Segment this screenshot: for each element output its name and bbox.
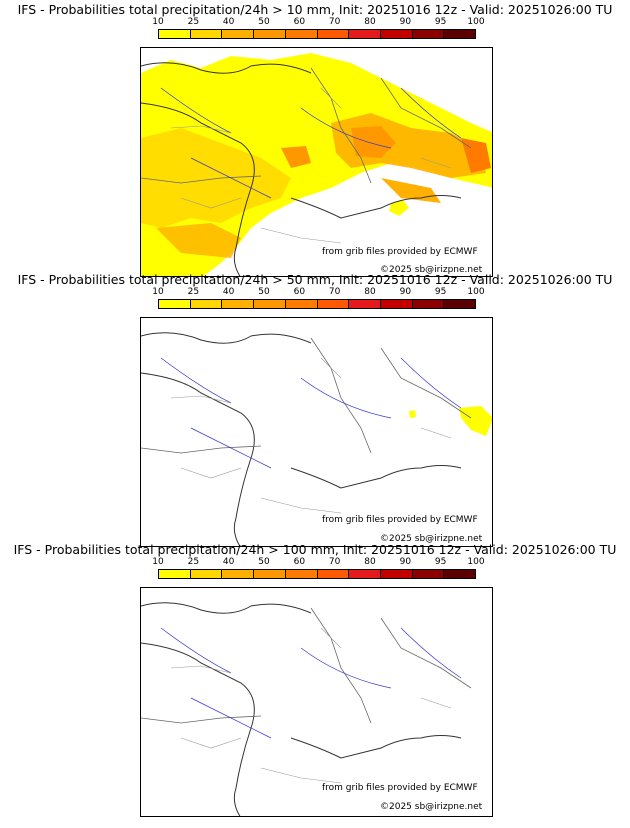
- colorbar-cell: [380, 300, 413, 308]
- colorbar-tick-label: 60: [293, 17, 306, 27]
- colorbar-tick-label: 70: [328, 17, 341, 27]
- colorbar-tick-label: 50: [258, 17, 270, 27]
- panel-title: IFS - Probabilities total precipitation/…: [17, 2, 613, 17]
- colorbar-cell: [285, 300, 318, 308]
- colorbar-cell: [349, 300, 381, 308]
- coastlines-borders: [141, 602, 472, 816]
- colorbar-cell: [159, 300, 191, 308]
- colorbar-ticks: 10 25 40 50 60 70 80 90 95 100: [152, 17, 484, 29]
- colorbar-ticks: 10 25 40 50 60 70 80 90 95 100: [152, 557, 484, 569]
- panel-title: IFS - Probabilities total precipitation/…: [17, 272, 613, 287]
- colorbar-cell: [444, 300, 476, 308]
- coastlines-borders: [141, 62, 472, 276]
- colorbar-tick-label: 95: [434, 17, 447, 27]
- map-canvas: [141, 602, 472, 816]
- colorbar-cell: [285, 570, 318, 578]
- colorbar-cell: [412, 30, 445, 38]
- colorbar-tick-label: 90: [399, 17, 412, 27]
- colorbar-cell: [159, 30, 191, 38]
- colorbar-tick-label: 90: [399, 287, 412, 297]
- coastlines-borders: [141, 332, 472, 546]
- colorbar-tick-label: 80: [364, 287, 376, 297]
- colorbar-tick-label: 70: [328, 557, 341, 567]
- colorbar: [158, 299, 476, 309]
- colorbar-cell: [222, 30, 255, 38]
- colorbar-cell: [317, 570, 350, 578]
- colorbar-tick-label: 90: [399, 557, 412, 567]
- colorbar-cell: [317, 300, 350, 308]
- colorbar-cell: [190, 570, 223, 578]
- colorbar-tick-label: 25: [187, 557, 200, 567]
- colorbar-tick-label: 60: [293, 557, 306, 567]
- colorbar-cell: [254, 30, 286, 38]
- colorbar-cell: [412, 570, 445, 578]
- credit-copyright: ©2025 sb@irizpne.net: [380, 265, 483, 275]
- colorbar-cell: [444, 30, 476, 38]
- colorbar-tick-label: 80: [364, 17, 376, 27]
- colorbar-tick-label: 100: [467, 557, 485, 567]
- colorbar-tick-label: 70: [328, 287, 341, 297]
- map-canvas: [141, 332, 492, 546]
- colorbar-tick-label: 10: [152, 17, 164, 27]
- colorbar-tick-label: 100: [467, 287, 485, 297]
- credit-source: from grib files provided by ECMWF: [322, 783, 478, 793]
- colorbar-tick-label: 95: [434, 287, 447, 297]
- credit-copyright: ©2025 sb@irizpne.net: [380, 802, 483, 812]
- colorbar-cell: [159, 570, 191, 578]
- colorbar-tick-label: 40: [222, 557, 235, 567]
- colorbar-cell: [254, 570, 286, 578]
- colorbar-tick-label: 40: [222, 287, 235, 297]
- colorbar-cell: [285, 30, 318, 38]
- probability-fill: [409, 406, 492, 436]
- colorbar-tick-label: 80: [364, 557, 376, 567]
- map-panel-2: IFS - Probabilities total precipitation/…: [0, 270, 630, 547]
- colorbar-tick-label: 50: [258, 287, 270, 297]
- colorbar-cell: [254, 300, 286, 308]
- colorbar-tick-label: 95: [434, 557, 447, 567]
- colorbar-cell: [380, 570, 413, 578]
- colorbar-cell: [222, 570, 255, 578]
- map-canvas: [141, 53, 492, 276]
- map-panel-1: IFS - Probabilities total precipitation/…: [0, 0, 630, 277]
- colorbar: [158, 569, 476, 579]
- colorbar-cell: [190, 300, 223, 308]
- colorbar-tick-label: 40: [222, 17, 235, 27]
- credit-source: from grib files provided by ECMWF: [322, 247, 478, 257]
- colorbar-tick-label: 60: [293, 287, 306, 297]
- colorbar-cell: [222, 300, 255, 308]
- colorbar-tick-label: 25: [187, 17, 200, 27]
- credit-source: from grib files provided by ECMWF: [322, 515, 478, 525]
- map-panel-3: IFS - Probabilities total precipitation/…: [0, 540, 630, 817]
- probability-map: [140, 47, 493, 277]
- colorbar-cell: [317, 30, 350, 38]
- credit-copyright: ©2025 sb@irizpne.net: [380, 534, 483, 544]
- colorbar-tick-label: 10: [152, 287, 164, 297]
- colorbar-cell: [349, 30, 381, 38]
- probability-map: [140, 587, 493, 817]
- colorbar-cell: [349, 570, 381, 578]
- colorbar-cell: [190, 30, 223, 38]
- colorbar-cell: [444, 570, 476, 578]
- colorbar: [158, 29, 476, 39]
- colorbar-tick-label: 50: [258, 557, 270, 567]
- colorbar-tick-label: 10: [152, 557, 164, 567]
- colorbar-tick-label: 100: [467, 17, 485, 27]
- colorbar-ticks: 10 25 40 50 60 70 80 90 95 100: [152, 287, 484, 299]
- colorbar-tick-label: 25: [187, 287, 200, 297]
- colorbar-cell: [412, 300, 445, 308]
- panel-title: IFS - Probabilities total precipitation/…: [13, 542, 617, 557]
- probability-map: [140, 317, 493, 547]
- probability-fill: [141, 53, 492, 276]
- colorbar-cell: [380, 30, 413, 38]
